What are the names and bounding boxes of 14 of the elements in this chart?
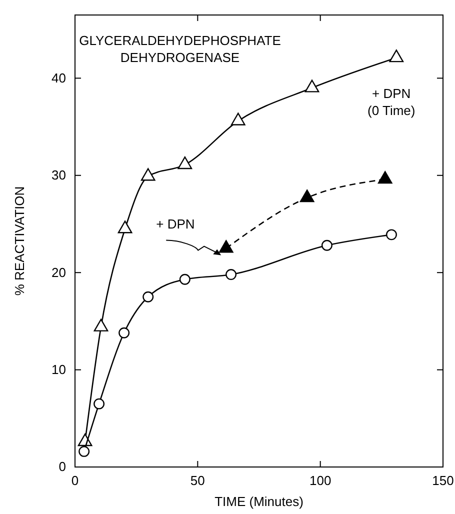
- y-axis-title: % REACTIVATION: [12, 186, 27, 296]
- y-tick-label: 0: [58, 459, 66, 474]
- x-axis-title: TIME (Minutes): [214, 494, 304, 509]
- x-tick-label: 150: [432, 473, 454, 488]
- y-tick-label: 30: [52, 168, 66, 183]
- y-tick-label: 40: [52, 70, 66, 86]
- text: GLYCERALDEHYDEPHOSPHATE DEHYDROGENASE: [79, 33, 282, 65]
- y-tick-label: 10: [52, 362, 66, 377]
- x-tick-label: 0: [71, 473, 79, 488]
- x-tick-label: 50: [190, 473, 205, 488]
- series-label: + DPN (0 Time): [368, 86, 416, 118]
- text: + DPN: [156, 216, 195, 232]
- y-tick-label: 20: [52, 264, 66, 280]
- x-tick-label: 100: [309, 473, 332, 488]
